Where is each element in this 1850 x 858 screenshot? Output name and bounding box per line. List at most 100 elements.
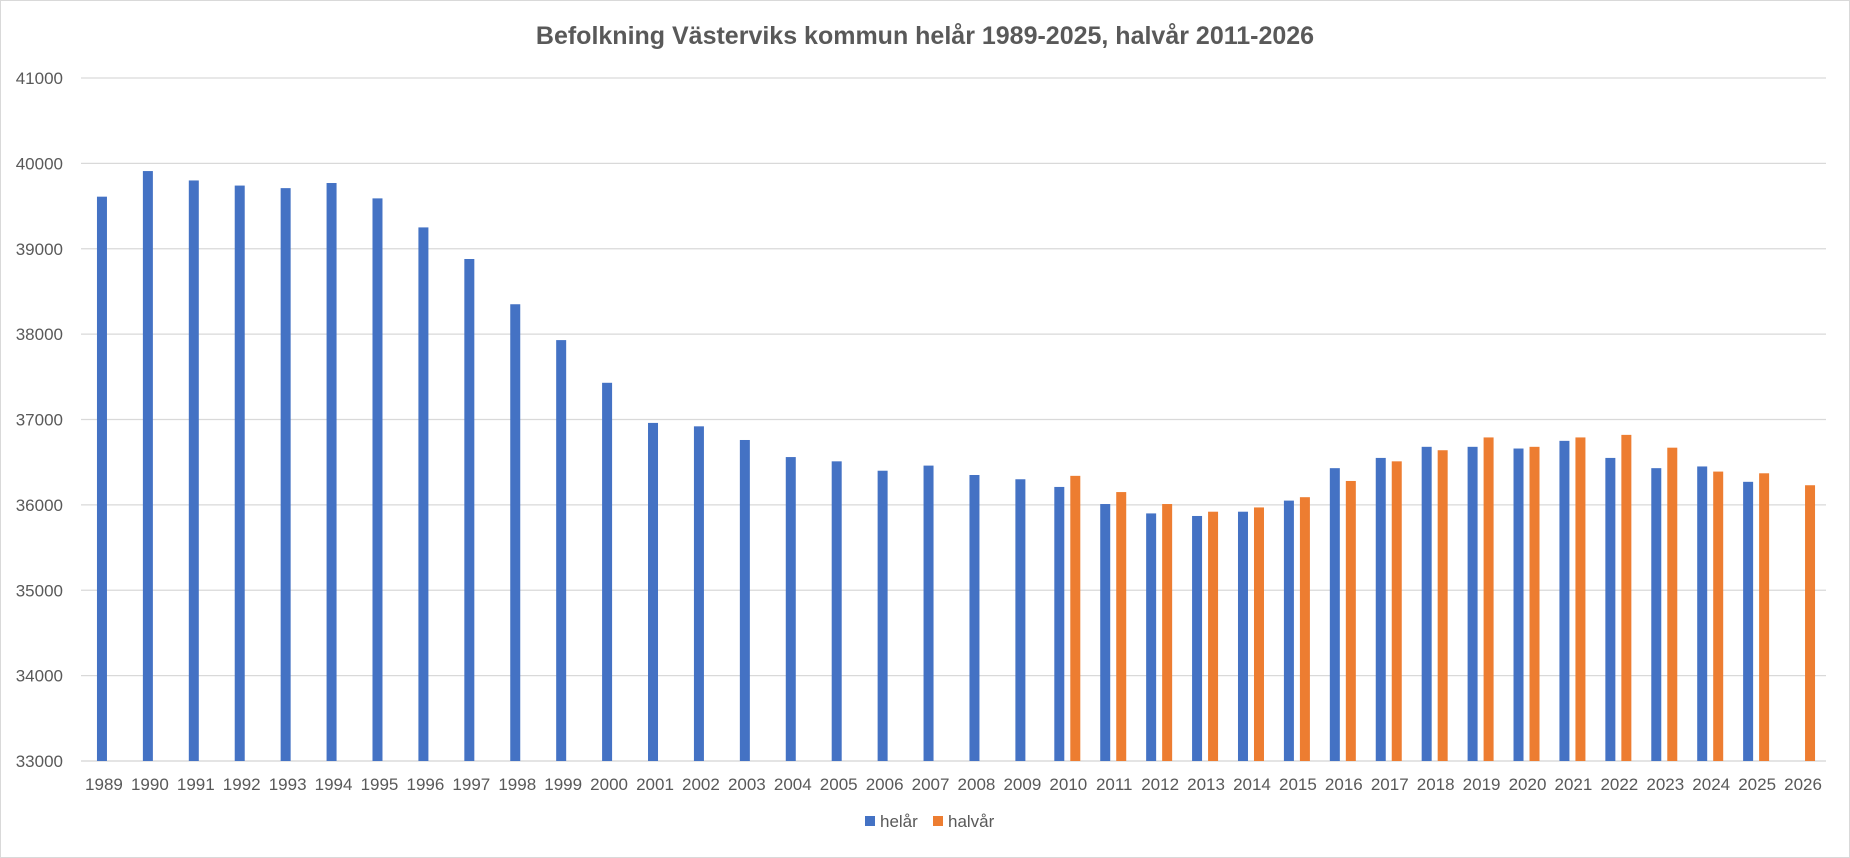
bar-helar-2022 [1605,457,1616,761]
bar-helar-2023 [1651,468,1662,761]
x-tick-label: 1995 [361,775,399,794]
x-tick-label: 2006 [866,775,904,794]
chart-title: Befolkning Västerviks kommun helår 1989-… [536,22,1314,50]
x-tick-label: 2014 [1233,775,1271,794]
bar-halvar-2014 [1253,507,1264,761]
bar-helar-1999 [556,340,567,761]
x-tick-label: 2004 [774,775,812,794]
bar-helar-2003 [739,439,750,761]
x-tick-label: 2022 [1600,775,1638,794]
bar-helar-1992 [234,185,245,761]
y-tick-label: 36000 [16,496,63,515]
bar-helar-2012 [1146,513,1157,761]
x-tick-label: 2015 [1279,775,1317,794]
bar-helar-1994 [326,183,337,762]
x-tick-label: 1993 [269,775,307,794]
x-axis-ticks: 1989 1990 1991 1992 1993 1994 1995 1996 1997 1998… [85,775,1822,794]
x-tick-label: 1998 [498,775,536,794]
bar-helar-1991 [188,180,199,761]
x-tick-label: 2025 [1738,775,1776,794]
bar-helar-1998 [510,304,521,761]
x-tick-label: 2023 [1646,775,1684,794]
x-tick-label: 1994 [315,775,353,794]
bar-helar-1995 [372,198,383,761]
bar-helar-2005 [831,461,842,761]
bar-helar-2014 [1237,511,1248,761]
y-tick-label: 40000 [16,154,63,173]
bar-helar-2024 [1697,466,1708,761]
bar-helar-2011 [1100,504,1111,761]
x-tick-label: 2009 [1003,775,1041,794]
x-tick-label: 1992 [223,775,261,794]
x-tick-label: 2010 [1049,775,1087,794]
bar-halvar-2010 [1070,475,1081,761]
x-tick-label: 2002 [682,775,720,794]
bar-helar-2009 [1015,479,1026,761]
y-tick-label: 34000 [16,667,63,686]
bar-helar-1996 [418,227,429,761]
x-tick-label: 2017 [1371,775,1409,794]
y-tick-label: 33000 [16,752,63,771]
legend: helår halvår [865,812,995,831]
x-tick-label: 2011 [1096,775,1133,794]
bar-helar-1993 [280,188,291,762]
bar-halvar-2017 [1391,461,1402,761]
x-tick-label: 2001 [636,775,674,794]
legend-swatch-halvar [933,816,943,826]
x-tick-label: 1991 [177,775,215,794]
bar-helar-2017 [1375,457,1386,761]
x-tick-label: 1999 [544,775,582,794]
x-tick-label: 1996 [406,775,444,794]
bar-helar-2019 [1467,446,1478,761]
bar-helar-2004 [785,457,796,761]
legend-swatch-helar [865,816,875,826]
bar-helar-1989 [96,196,107,761]
legend-label-helar: helår [880,812,918,831]
bar-halvar-2024 [1713,471,1724,761]
bar-halvar-2011 [1116,492,1127,761]
bar-halvar-2026 [1805,485,1816,761]
bar-halvar-2021 [1575,437,1586,761]
x-tick-label: 2005 [820,775,858,794]
bar-halvar-2012 [1162,504,1173,761]
bar-helar-2021 [1559,440,1570,761]
x-tick-label: 2003 [728,775,766,794]
bar-helar-2007 [923,465,934,761]
bar-helar-2016 [1329,468,1340,761]
bar-helar-2000 [602,382,613,761]
bar-halvar-2016 [1345,480,1356,761]
y-tick-label: 41000 [16,69,63,88]
bar-halvar-2020 [1529,446,1540,761]
y-tick-label: 35000 [16,581,63,600]
x-tick-label: 2019 [1463,775,1501,794]
y-tick-label: 39000 [16,240,63,259]
x-tick-label: 2018 [1417,775,1455,794]
x-tick-label: 2016 [1325,775,1363,794]
bar-helar-1997 [464,258,475,761]
bar-halvar-2025 [1759,473,1770,761]
x-tick-label: 2020 [1509,775,1547,794]
bar-helar-2006 [877,470,888,761]
x-tick-label: 1989 [85,775,123,794]
bars [96,171,1816,762]
legend-label-halvar: halvår [948,812,995,831]
x-tick-label: 2007 [912,775,950,794]
bar-helar-2008 [969,474,980,761]
bar-helar-2015 [1283,500,1294,761]
x-tick-label: 2013 [1187,775,1225,794]
bar-halvar-2023 [1667,447,1678,761]
bar-halvar-2018 [1437,450,1448,761]
bar-helar-2013 [1192,515,1203,761]
bar-helar-2001 [648,422,659,761]
x-tick-label: 2021 [1555,775,1593,794]
x-tick-label: 2024 [1692,775,1730,794]
x-tick-label: 2012 [1141,775,1179,794]
x-tick-label: 2026 [1784,775,1822,794]
y-tick-label: 38000 [16,325,63,344]
y-tick-label: 37000 [16,411,63,430]
bar-helar-2010 [1054,486,1065,761]
bar-helar-2020 [1513,448,1524,761]
x-tick-label: 2008 [958,775,996,794]
bar-helar-2018 [1421,446,1432,761]
